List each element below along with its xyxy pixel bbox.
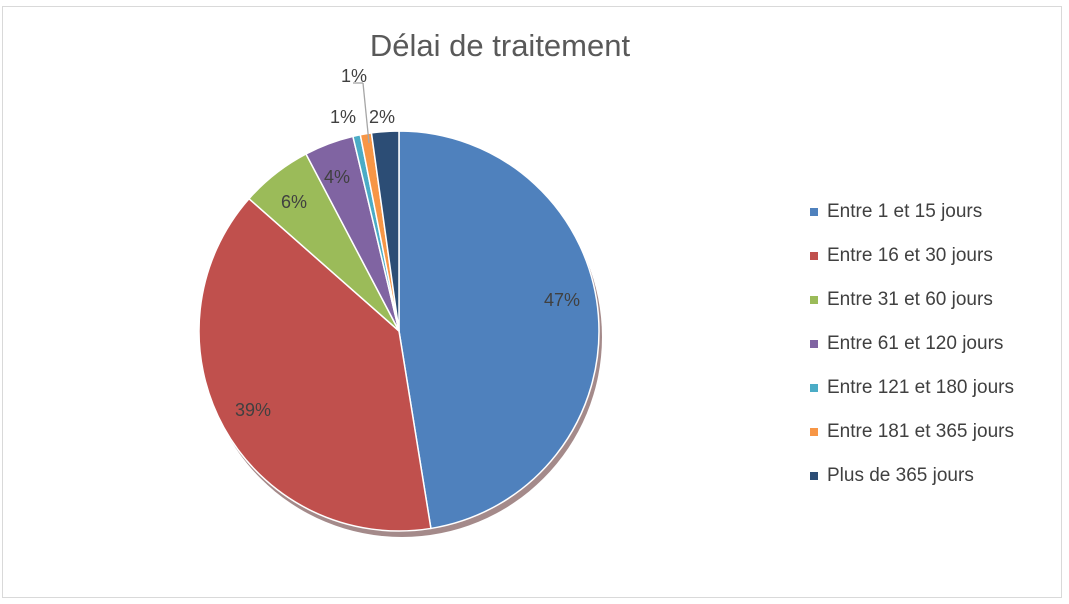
data-label: 1% <box>341 66 367 86</box>
legend-item: Plus de 365 jours <box>810 454 1014 498</box>
legend-item: Entre 31 et 60 jours <box>810 278 1014 322</box>
legend-swatch <box>810 296 818 304</box>
legend-swatch <box>810 384 818 392</box>
data-label: 6% <box>281 192 307 212</box>
legend-item: Entre 16 et 30 jours <box>810 234 1014 278</box>
data-label: 2% <box>369 107 395 127</box>
pie-slice <box>198 197 432 532</box>
data-label: 1% <box>330 107 356 127</box>
chart-legend: Entre 1 et 15 jours Entre 16 et 30 jours… <box>810 190 1014 498</box>
pie-slice <box>398 130 600 530</box>
data-label: 39% <box>235 400 271 420</box>
chart-title: Délai de traitement <box>369 28 631 63</box>
legend-swatch <box>810 428 818 436</box>
legend-swatch <box>810 252 818 260</box>
pie-slice <box>370 130 400 332</box>
data-label: 4% <box>324 167 350 187</box>
legend-item: Entre 121 et 180 jours <box>810 366 1014 410</box>
legend-swatch <box>810 340 818 348</box>
legend-item: Entre 61 et 120 jours <box>810 322 1014 366</box>
legend-swatch <box>810 472 818 480</box>
legend-item: Entre 1 et 15 jours <box>810 190 1014 234</box>
data-label: 47% <box>544 290 580 310</box>
legend-swatch <box>810 208 818 216</box>
legend-item: Entre 181 et 365 jours <box>810 410 1014 454</box>
